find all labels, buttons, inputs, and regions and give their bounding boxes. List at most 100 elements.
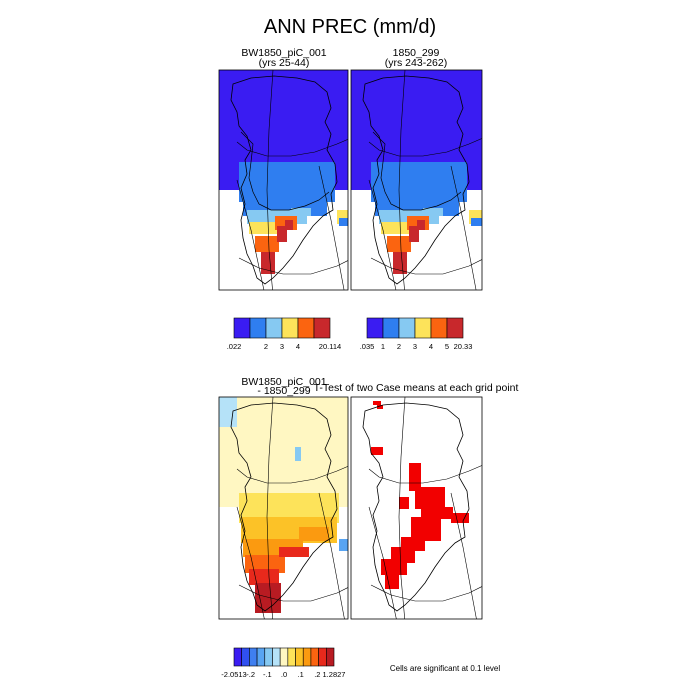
graticule-line: [238, 584, 348, 602]
colorbar-tick-label: -.2: [246, 670, 255, 679]
colorbar-tick-label: .035: [360, 342, 375, 351]
grid-cell: [387, 236, 411, 252]
grid-cell: [451, 513, 469, 523]
figure-title: ANN PREC (mm/d): [264, 16, 436, 38]
grid-cell: [299, 527, 329, 541]
grid-cell: [219, 397, 237, 427]
panel-c-colorbar: -2.0513 -.2 -.1 .0 .1 .2 1.2827: [221, 647, 346, 679]
grid-cell: [377, 405, 383, 409]
panel-d-frame: [350, 396, 483, 620]
panel-b-frame: [350, 69, 483, 291]
colorbar-tick-label: 20.33: [454, 342, 473, 351]
panel-a-title: BW1850_piC_001: [241, 47, 326, 59]
colorbar-swatch: [233, 317, 251, 339]
colorbar-swatch: [265, 317, 283, 339]
colorbar-swatch: [297, 317, 315, 339]
colorbar-swatch: [398, 317, 416, 339]
grid-cell: [393, 252, 407, 274]
colorbar-swatch: [272, 647, 281, 667]
significance-footnote: Cells are significant at 0.1 level: [390, 664, 501, 673]
colorbar-swatch: [249, 317, 267, 339]
grid-cell: [291, 208, 311, 216]
grid-cell: [421, 507, 453, 519]
graticule-line: [236, 506, 265, 619]
colorbar-swatch: [313, 317, 331, 339]
colorbar-tick-label: 5: [445, 342, 449, 351]
grid-cell: [415, 487, 445, 509]
panel-a-colorbar: .022 2 3 4 20.114: [227, 317, 341, 351]
colorbar-swatch: [430, 317, 448, 339]
colorbar-swatch: [249, 647, 258, 667]
colorbar-tick-label: 4: [296, 342, 300, 351]
graticule-line: [450, 165, 477, 290]
panel-a-map: [219, 70, 348, 290]
colorbar-tick-label: 20.114: [319, 342, 341, 351]
graticule-line: [236, 465, 348, 484]
graticule-line: [398, 397, 406, 619]
grid-cell: [373, 401, 381, 405]
panel-b-title: 1850_299: [393, 47, 440, 59]
colorbar-tick-label: 1.2827: [323, 670, 346, 679]
colorbar-swatch: [256, 647, 266, 667]
grid-cell: [295, 447, 301, 461]
panel-c-map: [219, 397, 348, 619]
grid-cell: [255, 583, 281, 613]
panel-d-map: [351, 397, 482, 619]
grid-cell: [249, 222, 277, 234]
grid-cell: [471, 218, 482, 226]
graticule-line: [368, 465, 482, 484]
colorbar-swatch: [366, 317, 384, 339]
graticule-line: [318, 492, 345, 619]
colorbar-swatch: [295, 647, 304, 667]
grid-cell: [339, 539, 348, 551]
graticule-line: [368, 506, 397, 619]
grid-cell: [245, 555, 285, 573]
grid-cell: [339, 218, 348, 226]
grid-cell: [385, 573, 399, 589]
colorbar-swatch: [326, 647, 335, 667]
map-background: [351, 397, 482, 619]
panel-a-subtitle: (yrs 25-44): [259, 57, 310, 69]
colorbar-swatch: [287, 647, 296, 667]
colorbar-swatch: [318, 647, 327, 667]
graticule-line: [368, 179, 397, 290]
grid-cell: [337, 210, 348, 224]
graticule-line: [238, 257, 348, 275]
graticule-line: [236, 138, 348, 157]
grid-cell: [423, 208, 443, 216]
colorbar-swatch: [264, 647, 273, 667]
graticule-line: [368, 138, 482, 157]
colorbar-tick-label: 3: [413, 342, 417, 351]
panel-b-subtitle: (yrs 243-262): [385, 57, 447, 69]
graticule-line: [266, 70, 274, 290]
colorbar-tick-label: .0: [281, 670, 287, 679]
panel-c-title: BW1850_piC_001: [241, 376, 326, 388]
graticule-line: [318, 165, 345, 290]
contour-line: [372, 131, 462, 211]
grid-cell: [277, 226, 287, 242]
colorbar-tick-label: .1: [298, 670, 304, 679]
graticule-line: [398, 70, 406, 290]
colorbar-swatch: [446, 317, 464, 339]
grid-cell: [409, 226, 419, 242]
colorbar-swatch: [382, 317, 400, 339]
panel-d-title: T-Test of two Case means at each grid po…: [314, 382, 519, 394]
graticule-line: [370, 584, 482, 602]
colorbar-swatch: [281, 317, 299, 339]
grid-cell: [279, 547, 309, 557]
grid-cell: [409, 463, 421, 491]
coastline: [230, 75, 338, 285]
panel-c-frame: [218, 396, 349, 620]
colorbar-swatch: [414, 317, 432, 339]
colorbar-swatch: [279, 647, 289, 667]
colorbar-tick-label: -2.0513: [221, 670, 246, 679]
graticule-line: [236, 179, 265, 290]
coastline: [230, 402, 338, 612]
graticule-line: [450, 492, 477, 619]
colorbar-tick-label: 3: [280, 342, 284, 351]
panel-b-map: [351, 70, 482, 290]
grid-cell: [249, 569, 279, 585]
colorbar-tick-label: 2: [264, 342, 268, 351]
colorbar-swatch: [310, 647, 319, 667]
panel-c-subtitle: - 1850_299: [257, 385, 310, 397]
